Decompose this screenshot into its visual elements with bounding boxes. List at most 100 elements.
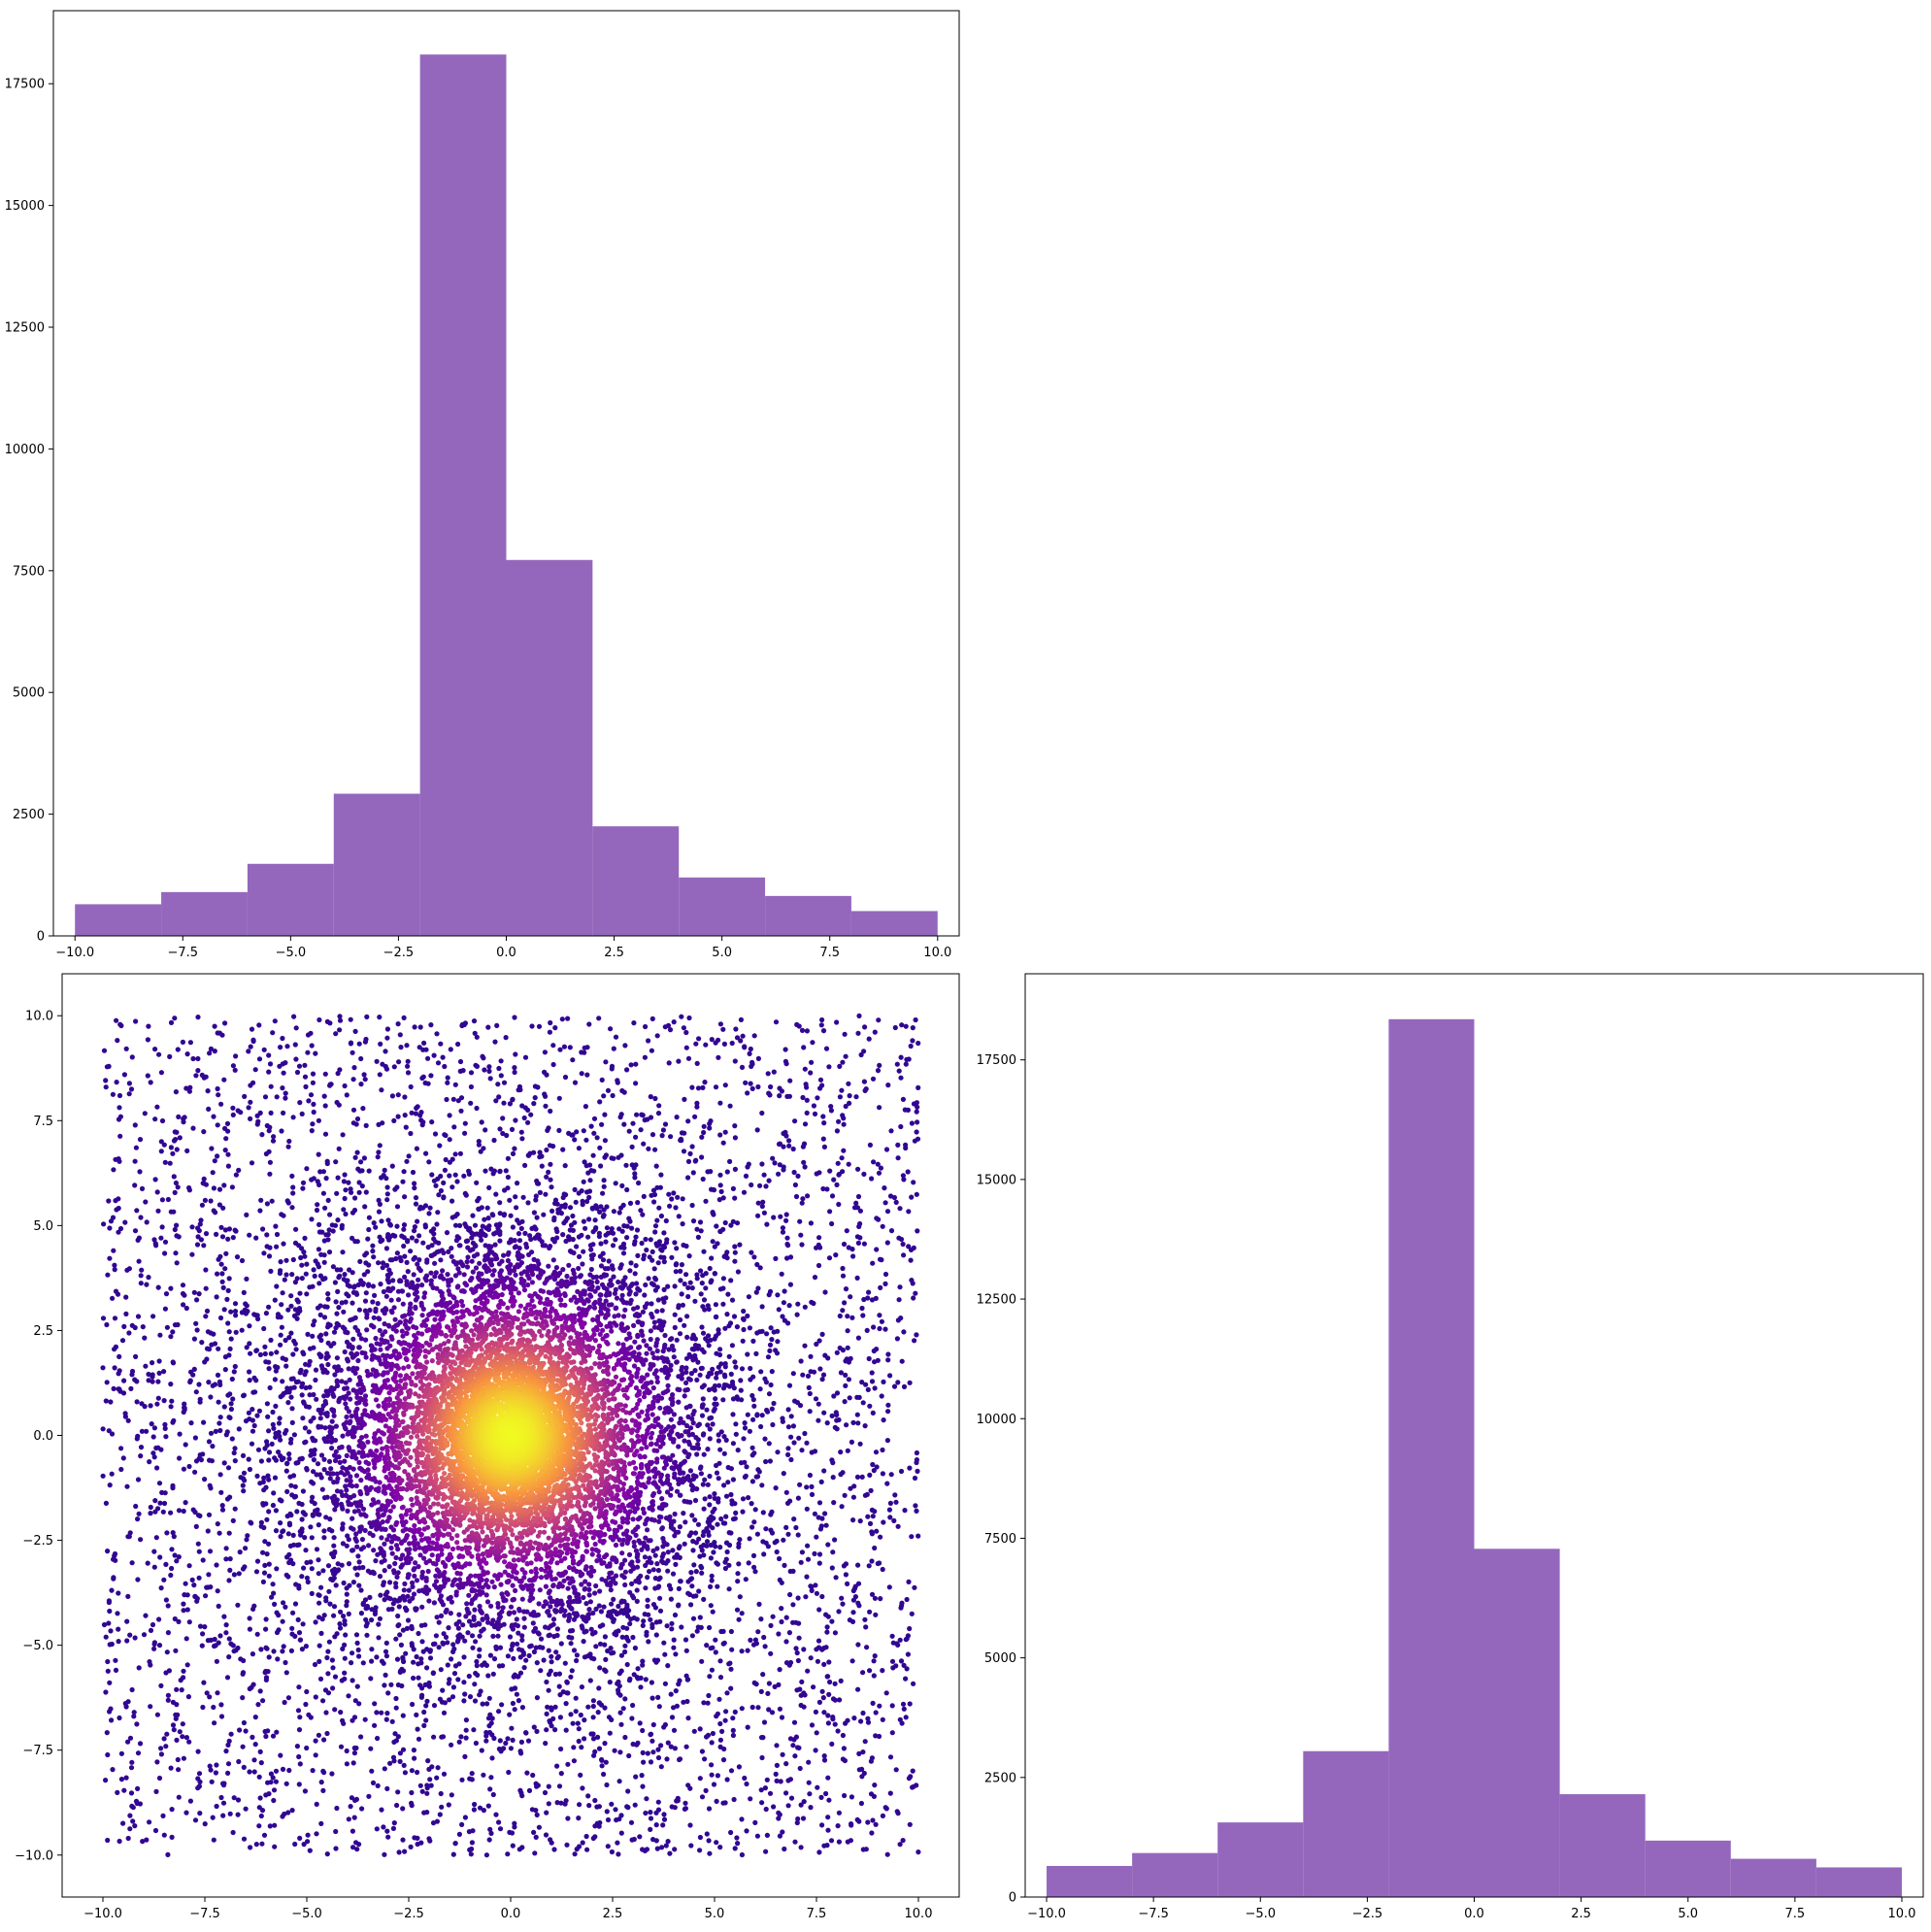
scatter-point xyxy=(105,1658,111,1665)
scatter-point xyxy=(476,1142,482,1148)
scatter-point xyxy=(222,1148,228,1153)
scatter-point xyxy=(767,1458,774,1464)
scatter-point xyxy=(872,1545,878,1551)
scatter-point xyxy=(890,1640,896,1646)
scatter-point xyxy=(483,1852,489,1858)
scatter-point xyxy=(243,1728,249,1734)
scatter-point xyxy=(572,1186,578,1192)
scatter-point xyxy=(671,1190,677,1196)
scatter-point xyxy=(697,1465,704,1471)
scatter-point xyxy=(116,1229,121,1235)
scatter-point xyxy=(909,1534,915,1540)
scatter-point xyxy=(302,1535,308,1541)
scatter-point xyxy=(249,1026,255,1032)
scatter-point xyxy=(885,1409,891,1415)
scatter-point xyxy=(910,1784,916,1790)
scatter-point xyxy=(506,1769,512,1776)
scatter-point xyxy=(525,1152,531,1158)
scatter-point xyxy=(462,1691,468,1697)
scatter-point xyxy=(335,1288,341,1294)
scatter-point xyxy=(176,1114,182,1119)
scatter-point xyxy=(725,1480,731,1485)
scatter-point xyxy=(486,1068,492,1074)
scatter-point xyxy=(239,1257,246,1264)
scatter-point xyxy=(124,1618,130,1624)
scatter-point xyxy=(248,1083,253,1088)
scatter-point xyxy=(696,1036,702,1042)
scatter-point xyxy=(669,1715,676,1720)
scatter-point xyxy=(366,1215,372,1220)
scatter-point xyxy=(553,1649,559,1655)
scatter-point xyxy=(180,1039,185,1045)
scatter-point xyxy=(289,1272,295,1278)
scatter-point xyxy=(692,1158,698,1164)
scatter-point xyxy=(842,1399,848,1405)
scatter-point xyxy=(701,1700,707,1706)
scatter-point xyxy=(724,1312,730,1317)
scatter-point xyxy=(490,1791,496,1798)
scatter-point xyxy=(732,1249,738,1255)
scatter-point xyxy=(413,1195,419,1201)
scatter-point xyxy=(678,1579,683,1584)
scatter-point xyxy=(258,1760,264,1766)
scatter-point xyxy=(583,1104,589,1110)
scatter-point xyxy=(901,1706,907,1712)
scatter-point xyxy=(871,1348,877,1354)
scatter-point xyxy=(755,1705,761,1711)
scatter-point xyxy=(461,1654,467,1660)
scatter-point xyxy=(210,1444,216,1449)
scatter-point xyxy=(782,1047,788,1052)
scatter-point xyxy=(283,1272,289,1278)
scatter-point xyxy=(322,1103,328,1109)
scatter-point xyxy=(297,1290,303,1296)
scatter-point xyxy=(635,1252,641,1258)
scatter-point xyxy=(651,1199,657,1205)
histogram-bar xyxy=(75,904,162,936)
scatter-point xyxy=(804,1440,810,1446)
scatter-point xyxy=(795,1173,801,1179)
scatter-point xyxy=(304,1261,310,1267)
scatter-point xyxy=(707,1265,713,1272)
scatter-point xyxy=(567,1628,574,1634)
scatter-point xyxy=(582,1736,587,1742)
scatter-point xyxy=(149,1421,154,1427)
scatter-point xyxy=(219,1279,225,1284)
scatter-point xyxy=(259,1132,265,1138)
scatter-point xyxy=(546,1648,551,1653)
scatter-point xyxy=(135,1314,142,1319)
scatter-point xyxy=(147,1819,152,1825)
scatter-point xyxy=(334,1355,340,1361)
scatter-point xyxy=(353,1796,359,1802)
scatter-point xyxy=(869,1529,875,1535)
scatter-point xyxy=(663,1217,669,1224)
scatter-point xyxy=(715,1583,720,1589)
scatter-point xyxy=(913,1290,918,1296)
scatter-point xyxy=(596,1233,603,1240)
scatter-point xyxy=(258,1458,264,1464)
scatter-point xyxy=(501,1746,507,1751)
scatter-point xyxy=(221,1307,227,1313)
scatter-point xyxy=(117,1353,122,1359)
scatter-point xyxy=(558,1800,564,1806)
scatter-point xyxy=(148,1403,153,1409)
scatter-point xyxy=(854,1816,860,1822)
scatter-point xyxy=(281,1213,286,1218)
histogram-bar xyxy=(161,891,248,936)
scatter-point xyxy=(559,1016,565,1022)
scatter-point xyxy=(247,1341,252,1347)
scatter-point xyxy=(162,1490,168,1496)
scatter-point xyxy=(117,1715,122,1721)
scatter-point xyxy=(356,1041,362,1047)
scatter-point xyxy=(522,1230,528,1236)
scatter-point xyxy=(808,1655,814,1661)
scatter-point xyxy=(117,1225,124,1232)
scatter-point xyxy=(478,1149,483,1154)
scatter-point xyxy=(769,1369,775,1375)
scatter-point xyxy=(895,1155,901,1161)
scatter-point xyxy=(591,1752,597,1758)
scatter-point xyxy=(107,1482,113,1488)
scatter-point xyxy=(683,1800,688,1806)
scatter-point xyxy=(266,1149,272,1154)
scatter-point xyxy=(490,1633,496,1639)
scatter-point xyxy=(796,1635,802,1641)
